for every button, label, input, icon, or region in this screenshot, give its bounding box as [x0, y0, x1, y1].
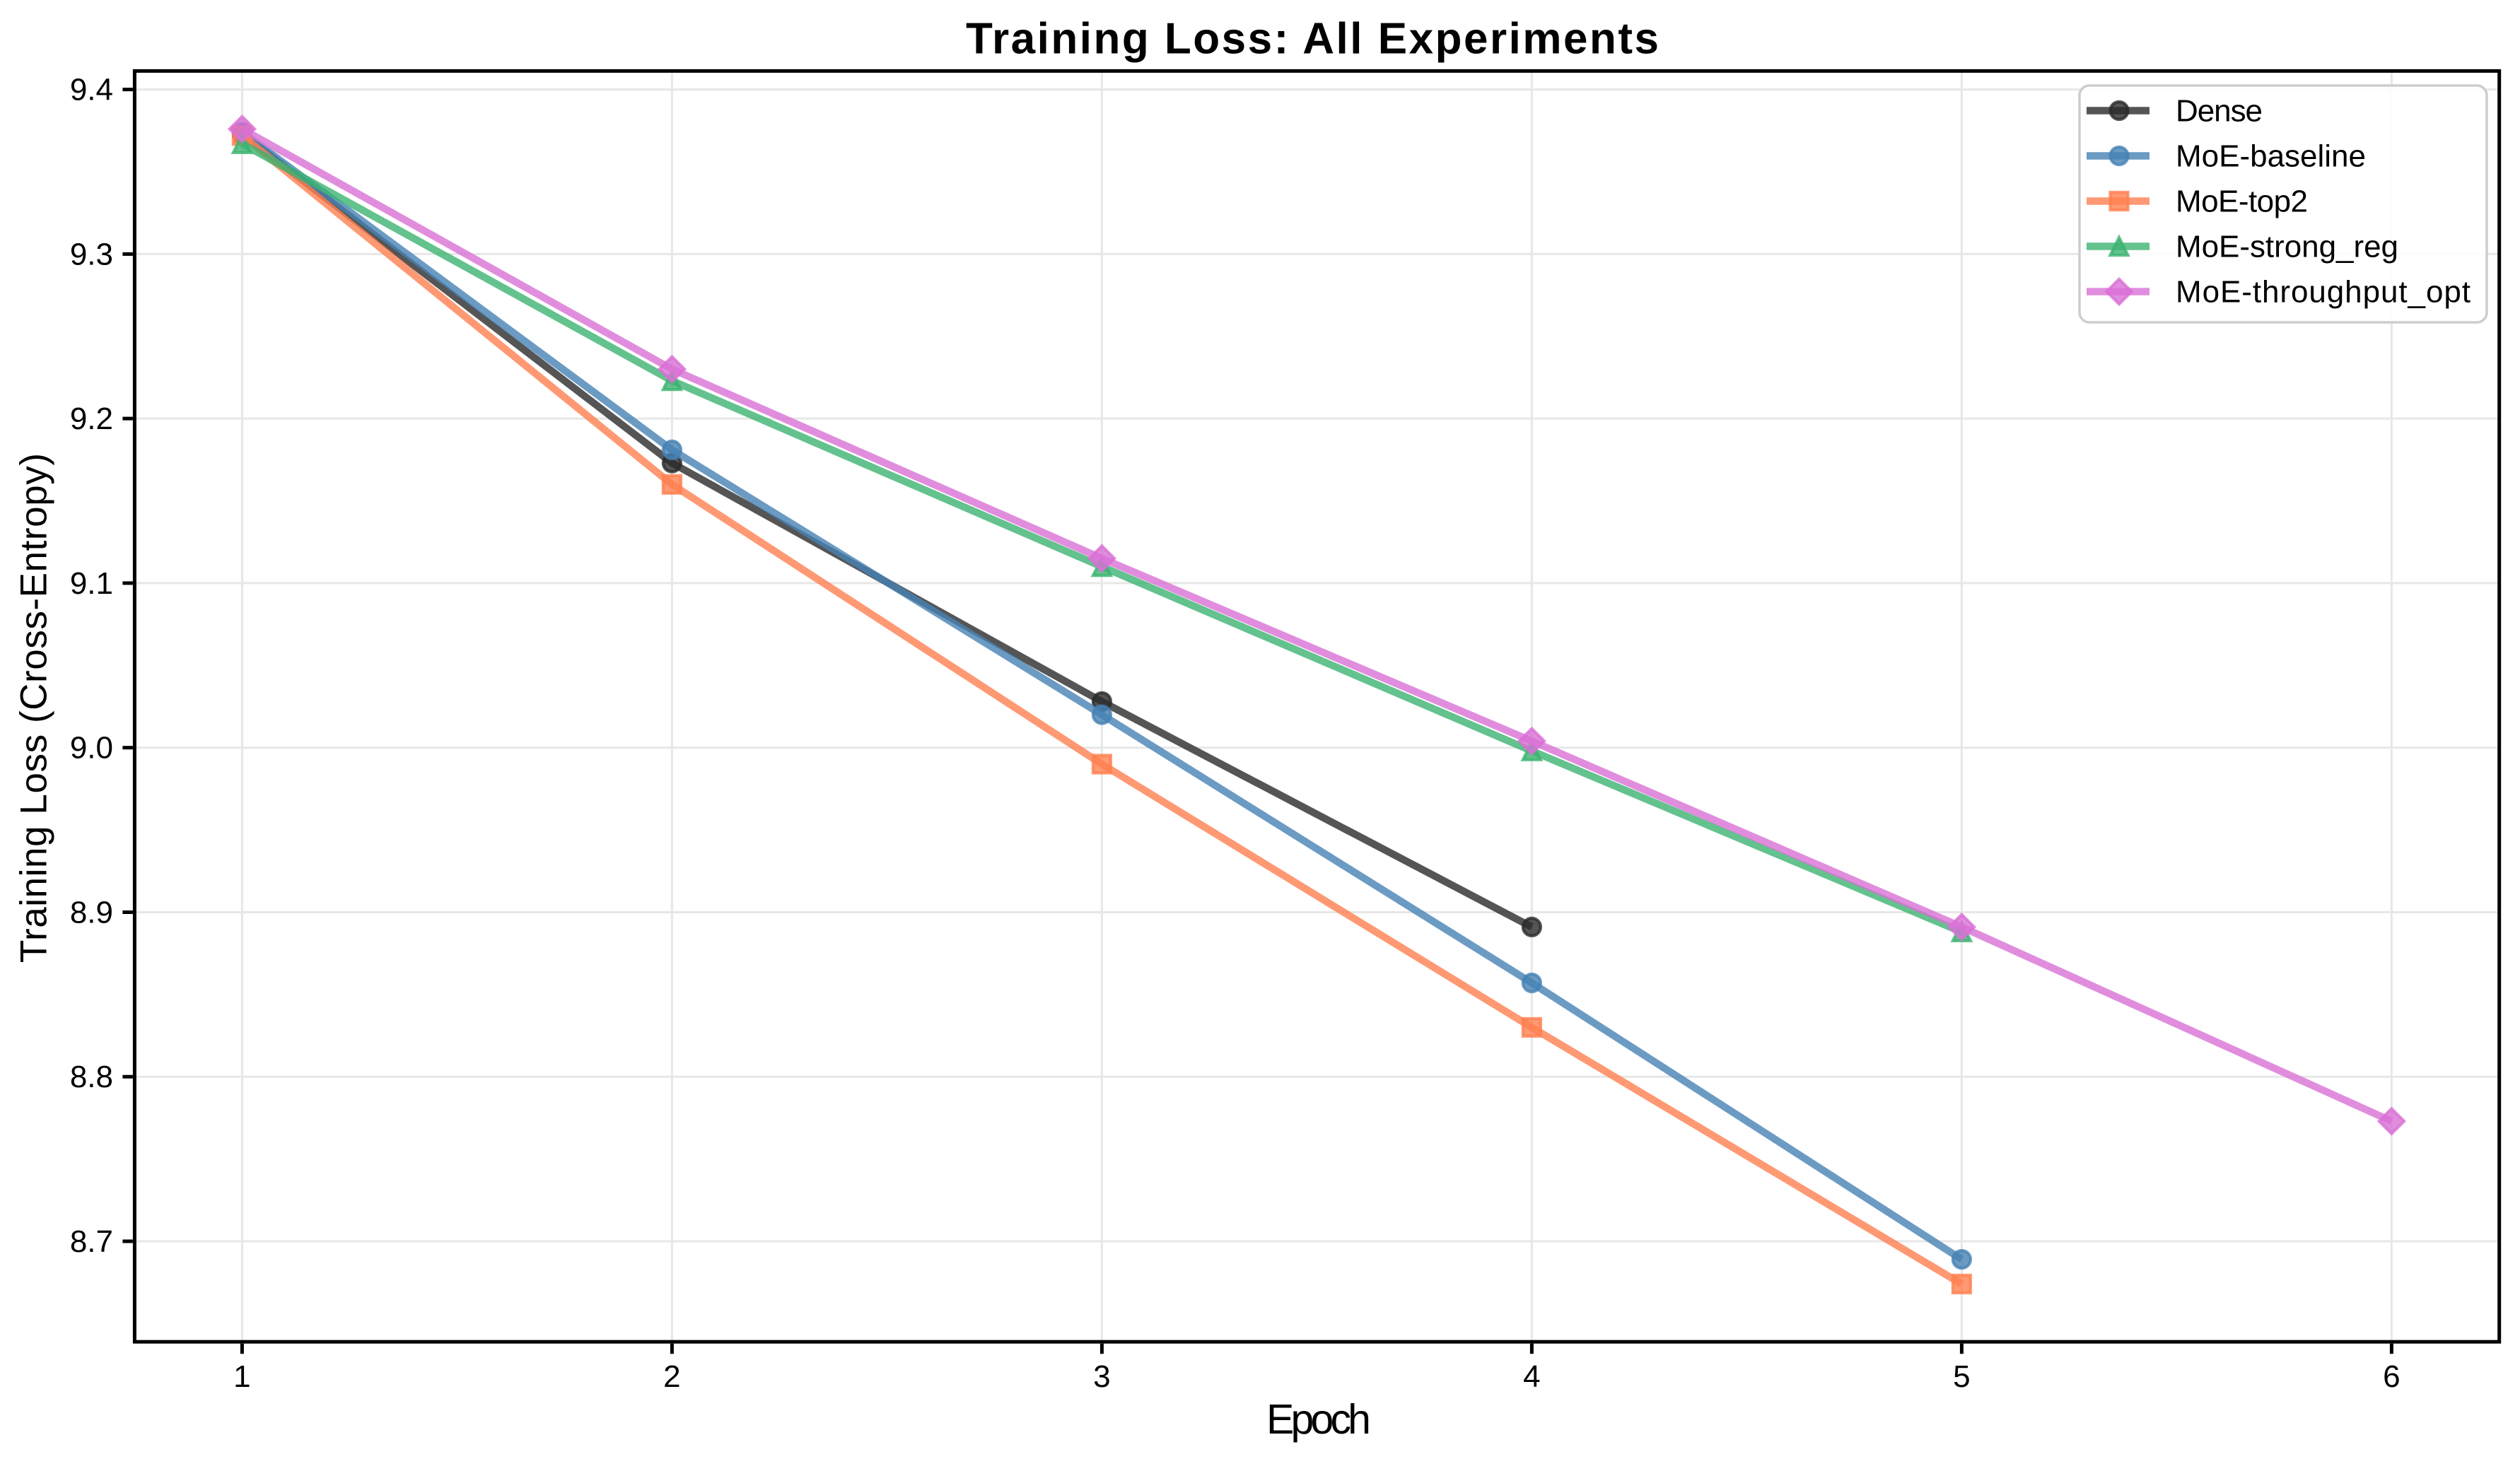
svg-text:2: 2 — [663, 1359, 680, 1394]
svg-text:9.1: 9.1 — [70, 566, 113, 601]
svg-text:6: 6 — [2383, 1359, 2400, 1394]
svg-text:9.4: 9.4 — [70, 73, 113, 107]
svg-text:8.7: 8.7 — [70, 1224, 113, 1259]
svg-text:MoE-baseline: MoE-baseline — [2176, 139, 2366, 173]
svg-text:8.8: 8.8 — [70, 1060, 113, 1094]
svg-text:9.0: 9.0 — [70, 731, 113, 766]
svg-text:5: 5 — [1953, 1359, 1970, 1394]
svg-text:4: 4 — [1523, 1359, 1540, 1394]
svg-text:Training Loss: All Experiments: Training Loss: All Experiments — [966, 15, 1659, 64]
svg-text:9.2: 9.2 — [70, 402, 113, 436]
svg-text:8.9: 8.9 — [70, 896, 113, 930]
svg-text:Epoch: Epoch — [1266, 1396, 1371, 1443]
svg-text:Dense: Dense — [2176, 93, 2263, 128]
svg-text:1: 1 — [233, 1359, 250, 1394]
svg-text:MoE-throughput_opt: MoE-throughput_opt — [2176, 274, 2471, 309]
svg-text:3: 3 — [1093, 1359, 1110, 1394]
svg-text:MoE-strong_reg: MoE-strong_reg — [2176, 229, 2398, 264]
svg-text:Training Loss (Cross-Entropy): Training Loss (Cross-Entropy) — [13, 453, 55, 963]
svg-text:9.3: 9.3 — [70, 237, 113, 271]
svg-text:MoE-top2: MoE-top2 — [2176, 184, 2308, 218]
